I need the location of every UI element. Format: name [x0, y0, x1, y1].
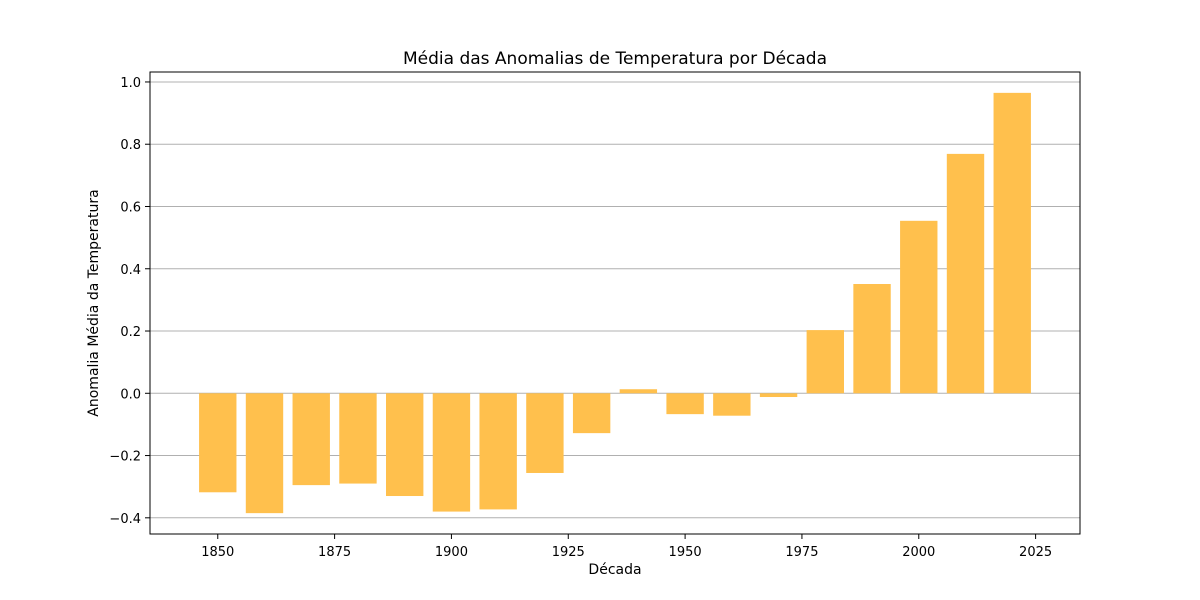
x-axis-label: Década — [588, 562, 641, 578]
gridlines — [150, 81, 1080, 519]
y-axis-label: Anomalia Média da Temperatura — [86, 189, 102, 416]
bar — [386, 393, 424, 497]
y-axis: −0.4 −0.2 0.0 0.2 0.4 0.6 0.8 1.0 — [109, 76, 150, 527]
bar — [572, 393, 611, 434]
bar — [432, 393, 471, 512]
x-tick-label: 1950 — [669, 545, 702, 560]
bar — [900, 220, 938, 394]
x-tick-label: 1975 — [785, 545, 818, 560]
x-axis: 1850 1875 1900 1925 1950 1975 2000 2025 — [201, 534, 1052, 560]
bar — [339, 393, 377, 484]
bar — [619, 389, 658, 394]
bar — [713, 393, 751, 416]
y-tick-label: 1.0 — [120, 76, 141, 91]
y-tick-label: 0.2 — [120, 325, 141, 340]
bar — [759, 393, 798, 398]
chart-title: Média das Anomalias de Temperatura por D… — [403, 49, 827, 69]
x-tick-label: 1875 — [318, 545, 351, 560]
bar — [479, 393, 517, 510]
y-tick-label: −0.2 — [109, 450, 141, 465]
bar — [526, 393, 564, 473]
bar — [199, 393, 237, 493]
bars — [199, 92, 1031, 514]
bar — [292, 393, 330, 486]
x-tick-label: 1850 — [201, 545, 234, 560]
bar — [993, 92, 1031, 394]
y-tick-label: 0.0 — [120, 387, 141, 402]
x-tick-label: 2025 — [1019, 545, 1052, 560]
bar — [853, 284, 891, 394]
y-tick-label: −0.4 — [109, 512, 141, 527]
y-tick-label: 0.6 — [120, 200, 141, 215]
bar — [946, 153, 985, 394]
plot-frame — [149, 71, 1081, 535]
bar — [666, 393, 704, 415]
y-tick-label: 0.4 — [120, 263, 141, 278]
bar — [245, 393, 284, 514]
y-tick-label: 0.8 — [120, 138, 141, 153]
bar — [806, 330, 844, 394]
x-tick-label: 2000 — [902, 545, 935, 560]
x-tick-label: 1925 — [552, 545, 585, 560]
x-tick-label: 1900 — [435, 545, 468, 560]
